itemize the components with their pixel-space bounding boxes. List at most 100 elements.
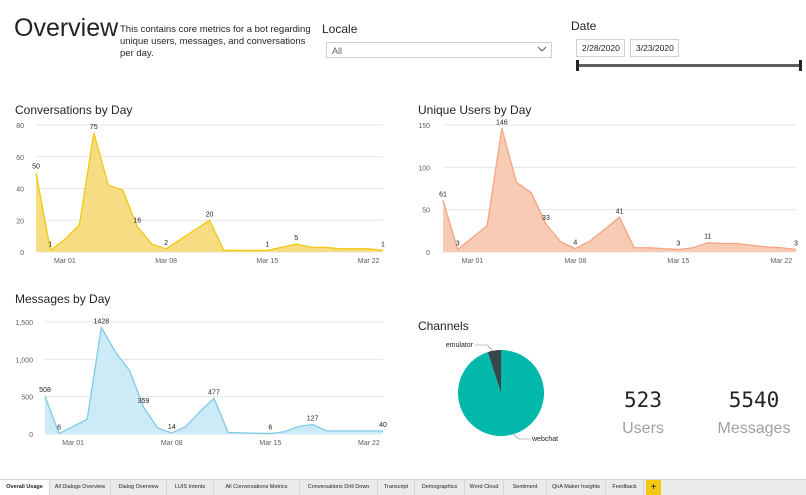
locale-value: All (332, 46, 343, 56)
unique-users-data-label: 11 (704, 234, 711, 241)
unique-users-line (442, 128, 797, 251)
conversations-data-label: 2 (164, 240, 168, 247)
tab-qna-maker-insights[interactable]: QnA Maker Insights (547, 480, 606, 495)
messages-y-tick-label: 1,500 (15, 320, 33, 327)
channels-leader-emulator (475, 344, 494, 352)
messages-data-label: 1428 (94, 318, 110, 325)
date-end-input[interactable]: 3/23/2020 (630, 39, 679, 57)
unique-users-y-tick-label: 150 (418, 123, 430, 130)
messages-y-tick-label: 500 (21, 395, 33, 402)
conversations-data-label: 1 (49, 241, 53, 248)
unique-users-data-label: 3 (794, 240, 798, 247)
messages-x-tick-label: Mar 08 (161, 440, 183, 447)
messages-data-label: 14 (168, 424, 176, 431)
date-label: Date (571, 19, 597, 33)
chevron-down-icon[interactable] (537, 44, 547, 56)
messages-line (44, 325, 383, 435)
messages-data-label: 40 (379, 422, 387, 429)
conversations-x-tick-label: Mar 08 (155, 258, 177, 265)
page-description: This contains core metrics for a bot reg… (120, 24, 311, 59)
tab-overall-usage[interactable]: Overall Usage (0, 480, 50, 495)
conversations-x-tick-label: Mar 15 (256, 258, 278, 265)
conversations-data-label: 16 (133, 218, 141, 225)
conversations-area (36, 132, 383, 252)
messages-y-tick-label: 1,000 (15, 357, 33, 364)
tab-conversations-drill-down[interactable]: Conversations Drill Down (300, 480, 378, 495)
conversations-data-label: 50 (32, 164, 40, 171)
conversations-x-tick-label: Mar 01 (54, 258, 76, 265)
unique-users-x-tick-label: Mar 15 (667, 258, 689, 265)
unique-users-x-tick-label: Mar 01 (462, 258, 484, 265)
tab-feedback[interactable]: Feedback (606, 480, 644, 495)
unique-users-y-tick-label: 0 (426, 250, 430, 257)
date-slider-start-handle[interactable] (576, 60, 579, 71)
messages-y-tick-label: 0 (29, 432, 33, 439)
messages-data-label: 477 (208, 389, 220, 396)
tab-dialog-overview[interactable]: Dialog Overview (111, 480, 167, 495)
messages-data-label: 6 (57, 425, 61, 432)
messages-data-label: 359 (138, 398, 150, 405)
unique-users-data-label: 33 (542, 215, 550, 222)
messages-data-label: 508 (39, 387, 51, 394)
report-tab-bar: Overall Usage All Dialogs Overview Dialog … (0, 479, 806, 495)
channels-leader-webchat (512, 433, 531, 440)
conversations-data-label: 20 (206, 211, 214, 218)
unique-users-y-tick-label: 100 (418, 165, 430, 172)
conversations-chart-title: Conversations by Day (15, 103, 133, 117)
messages-area (45, 327, 383, 434)
conversations-data-label: 1 (265, 241, 269, 248)
page-title: Overview (14, 14, 119, 42)
conversations-y-tick-label: 40 (16, 187, 24, 194)
unique-users-chart-title: Unique Users by Day (418, 103, 532, 117)
unique-users-chart[interactable]: 0 50 100 150 61 3 146 33 4 41 3 11 3 Mar 01 Mar 08 Mar … (403, 115, 803, 270)
tab-sentiment[interactable]: Sentiment (504, 480, 547, 495)
date-slider-track[interactable] (578, 64, 802, 67)
conversations-x-tick-label: Mar 22 (358, 258, 380, 265)
channels-pie-chart[interactable]: emulator webchat (440, 338, 580, 448)
tab-luis-intents[interactable]: LUIS Intents (167, 480, 214, 495)
channels-label-webchat: webchat (531, 436, 558, 443)
unique-users-data-label: 61 (439, 191, 447, 198)
channels-slice-emulator (487, 350, 501, 393)
conversations-y-tick-label: 60 (16, 155, 24, 162)
locale-label: Locale (322, 22, 358, 36)
conversations-y-tick-label: 80 (16, 123, 24, 130)
conversations-y-tick-label: 0 (20, 250, 24, 257)
conversations-data-label: 5 (294, 235, 298, 242)
messages-count: 5540 (728, 388, 780, 412)
unique-users-data-label: 4 (573, 240, 577, 247)
conversations-chart[interactable]: 0 20 40 60 80 50 1 75 16 2 20 1 5 1 Mar 01 Mar 08 Mar 15… (0, 115, 400, 270)
messages-data-label: 6 (268, 425, 272, 432)
channels-slice-webchat (458, 350, 544, 436)
conversations-data-label: 75 (90, 124, 98, 131)
messages-data-label: 127 (307, 416, 319, 423)
unique-users-data-label: 146 (496, 119, 508, 126)
unique-users-data-label: 3 (676, 240, 680, 247)
unique-users-x-tick-label: Mar 22 (770, 258, 792, 265)
date-slider-end-handle[interactable] (799, 60, 802, 71)
unique-users-y-tick-label: 50 (422, 208, 430, 215)
conversations-y-tick-label: 20 (16, 218, 24, 225)
unique-users-x-tick-label: Mar 08 (564, 258, 586, 265)
users-count: 523 (624, 388, 662, 412)
conversations-data-label: 1 (381, 241, 385, 248)
users-label: Users (622, 420, 664, 437)
tab-word-cloud[interactable]: Word Cloud (465, 480, 504, 495)
channels-label-emulator: emulator (446, 342, 474, 349)
add-page-icon[interactable]: + (646, 480, 661, 495)
tab-all-conversations-metrics[interactable]: All Conversations Metrics (214, 480, 300, 495)
tab-all-dialogs-overview[interactable]: All Dialogs Overview (50, 480, 111, 495)
messages-chart[interactable]: 0 500 1,000 1,500 508 6 1428 359 14 477 6 127 40 Mar … (0, 305, 400, 450)
unique-users-data-label: 41 (616, 208, 624, 215)
messages-chart-title: Messages by Day (15, 292, 111, 306)
date-start-input[interactable]: 2/28/2020 (576, 39, 625, 57)
channels-chart-title: Channels (418, 319, 469, 333)
messages-x-tick-label: Mar 22 (358, 440, 380, 447)
unique-users-area (443, 128, 796, 252)
tab-transcript[interactable]: Transcript (378, 480, 415, 495)
locale-dropdown[interactable]: All (326, 42, 552, 58)
unique-users-data-label: 3 (456, 240, 460, 247)
tab-demographics[interactable]: Demographics (415, 480, 465, 495)
messages-x-tick-label: Mar 01 (62, 440, 84, 447)
messages-x-tick-label: Mar 15 (259, 440, 281, 447)
